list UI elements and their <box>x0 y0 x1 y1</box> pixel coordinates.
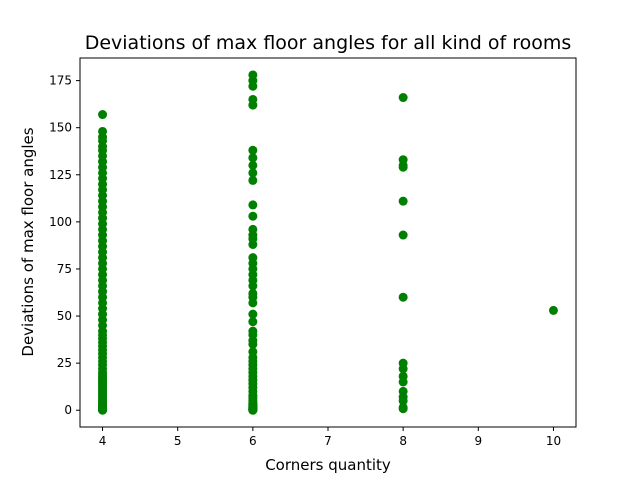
x-tick-label: 8 <box>399 434 407 448</box>
chart-title: Deviations of max floor angles for all k… <box>85 32 572 54</box>
y-tick-label: 0 <box>64 403 72 417</box>
x-tick-label: 5 <box>174 434 182 448</box>
data-point <box>398 230 408 240</box>
data-point <box>248 239 258 249</box>
data-point <box>398 292 408 302</box>
data-point <box>248 160 258 170</box>
data-point <box>248 281 258 291</box>
y-tick-label: 50 <box>57 309 72 323</box>
data-point <box>248 317 258 327</box>
data-point <box>248 175 258 185</box>
data-point <box>248 298 258 308</box>
data-point <box>248 200 258 210</box>
x-tick-label: 9 <box>474 434 482 448</box>
data-point <box>398 93 408 103</box>
data-point <box>248 309 258 319</box>
data-point <box>548 305 558 315</box>
data-point <box>248 145 258 155</box>
data-point <box>398 404 408 414</box>
data-point <box>248 211 258 221</box>
y-tick-label: 25 <box>57 356 72 370</box>
data-point <box>398 162 408 172</box>
plot-frame <box>79 57 577 428</box>
y-axis-label: Deviations of max floor angles <box>19 127 37 356</box>
x-tick-label: 6 <box>249 434 257 448</box>
y-tick-label: 75 <box>57 262 72 276</box>
x-tick-label: 7 <box>324 434 332 448</box>
data-point <box>98 110 108 120</box>
x-axis-label: Corners quantity <box>265 456 391 474</box>
y-tick-label: 175 <box>49 74 72 88</box>
x-tick-label: 10 <box>546 434 561 448</box>
data-point <box>248 100 258 110</box>
data-point <box>398 377 408 387</box>
data-point <box>398 364 408 374</box>
x-tick-label: 4 <box>99 434 107 448</box>
data-point <box>248 400 258 410</box>
data-point <box>398 196 408 206</box>
data-point <box>98 401 108 411</box>
data-point <box>248 339 258 349</box>
data-point <box>248 81 258 91</box>
y-tick-label: 150 <box>49 121 72 135</box>
data-point <box>248 168 258 178</box>
data-points <box>98 70 558 415</box>
y-tick-label: 125 <box>49 168 72 182</box>
data-point <box>248 153 258 163</box>
data-point <box>398 396 408 406</box>
y-tick-label: 100 <box>49 215 72 229</box>
